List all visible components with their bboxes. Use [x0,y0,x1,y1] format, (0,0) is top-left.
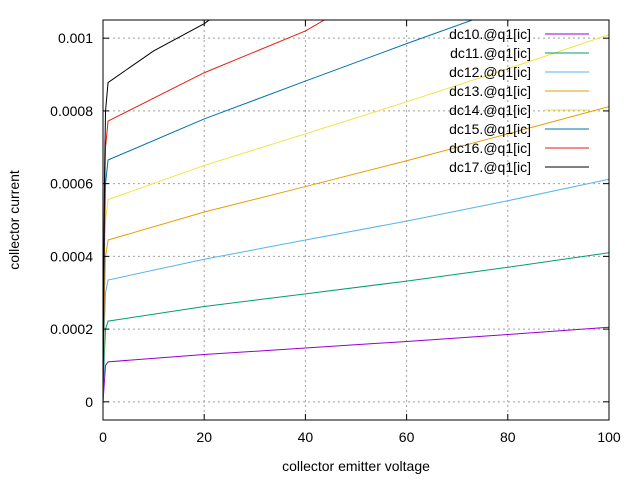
legend-label: dc15.@q1[ic] [449,121,531,137]
series-line-dc14 [103,34,609,402]
y-tick-label: 0.0002 [50,321,93,337]
legend-label: dc16.@q1[ic] [449,140,531,156]
series-layer [103,20,609,402]
x-axis-title: collector emitter voltage [282,458,430,474]
legend: dc10.@q1[ic] dc11.@q1[ic] dc12.@q1[ic] dc13… [449,26,589,175]
legend-label: dc13.@q1[ic] [449,83,531,99]
y-tick-label: 0.0006 [50,176,93,192]
series-line-dc17 [103,20,211,402]
series-line-dc13 [103,106,609,402]
y-tick-label: 0.001 [58,30,93,46]
y-axis-title: collector current [6,170,22,270]
legend-label: dc11.@q1[ic] [450,45,531,61]
x-tick-label: 60 [399,429,415,445]
y-tick-label: 0 [85,394,93,410]
x-tick-label: 0 [99,429,107,445]
series-line-dc12 [103,178,609,402]
legend-label: dc14.@q1[ic] [449,102,531,118]
plot-border [102,19,610,421]
grid [103,20,609,420]
x-tick-label: 80 [500,429,516,445]
legend-label: dc17.@q1[ic] [449,159,531,175]
x-tick-label: 40 [298,429,314,445]
series-line-dc11 [103,252,609,402]
x-tick-label: 100 [597,429,621,445]
y-tick-label: 0.0008 [50,103,93,119]
y-tick-label: 0.0004 [50,248,93,264]
legend-label: dc12.@q1[ic] [449,64,531,80]
axis-ticks: 0 20 40 60 80 100 0 0.0002 0.0004 0.0006 0.0008 0.0… [50,20,621,445]
x-tick-label: 20 [196,429,212,445]
series-line-dc15 [103,20,474,402]
series-line-dc10 [103,326,609,402]
legend-label: dc10.@q1[ic] [449,26,531,42]
